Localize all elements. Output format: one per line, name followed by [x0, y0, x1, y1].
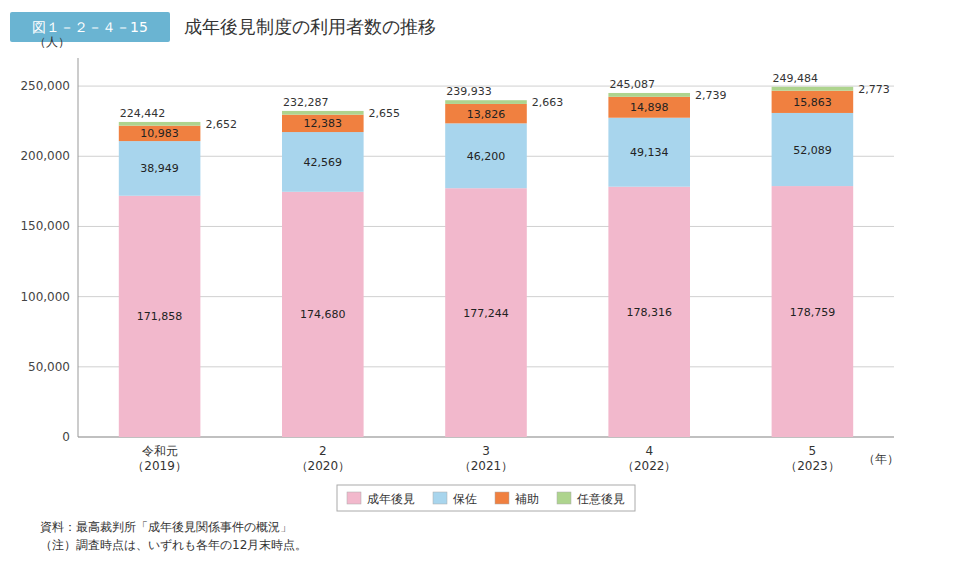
chart: 図１－２－４－15 成年後見制度の利用者数の推移 0 50,000 100,000 150…	[0, 0, 964, 569]
data-label: 14,898	[630, 101, 669, 114]
bar-segment	[772, 91, 854, 113]
legend-label: 保佐	[453, 492, 477, 506]
bar-segment	[608, 118, 690, 187]
legend-label: 任意後見	[576, 492, 625, 506]
bar-segment	[772, 87, 854, 91]
footnote: 資料：最高裁判所「成年後見関係事件の概況」	[40, 520, 292, 534]
total-label: 249,484	[773, 72, 819, 85]
x-axis-label: （年）	[863, 452, 899, 466]
x-tick-label-line: 令和元	[142, 444, 178, 458]
data-label: 13,826	[467, 108, 506, 121]
bar-segment	[608, 97, 690, 118]
x-tick-label-line: （2021）	[459, 459, 514, 473]
y-grid: 0 50,000 100,000 150,000 200,000 250,000	[20, 79, 894, 444]
bar-segment	[282, 132, 364, 192]
footnote: （注）調査時点は、いずれも各年の12月末時点。	[40, 538, 307, 552]
bar-segment	[445, 123, 527, 188]
data-label: 171,858	[137, 310, 183, 323]
legend-swatch	[557, 492, 571, 504]
bar-segment	[772, 186, 854, 437]
bar-segment	[119, 141, 201, 196]
bar-segment	[282, 111, 364, 115]
x-tick-label: 2（2020）	[296, 444, 351, 473]
bar-segment	[608, 93, 690, 97]
total-label: 224,442	[120, 107, 166, 120]
bar-segment	[119, 126, 201, 141]
y-tick-label: 200,000	[20, 149, 70, 163]
figure-number: 図１－２－４－15	[32, 19, 148, 35]
y-tick-label: 100,000	[20, 290, 70, 304]
data-label: 174,680	[300, 308, 346, 321]
legend-frame	[337, 485, 635, 511]
bar-segment	[445, 100, 527, 104]
data-label: 49,134	[630, 146, 669, 159]
bars	[119, 87, 853, 437]
x-tick-label: 4（2022）	[622, 444, 677, 473]
data-label: 2,655	[369, 107, 401, 120]
bar-segment	[119, 196, 201, 437]
data-label: 46,200	[467, 150, 506, 163]
y-tick-label: 250,000	[20, 79, 70, 93]
bar-segment	[772, 113, 854, 186]
x-tick-label: 3（2021）	[459, 444, 514, 473]
x-tick-label-line: 3	[482, 444, 490, 458]
y-tick-label: 0	[62, 430, 70, 444]
x-tick-label-line: （2023）	[785, 459, 840, 473]
data-label: 42,569	[304, 156, 343, 169]
legend-swatch	[347, 492, 361, 504]
y-tick-label: 150,000	[20, 219, 70, 233]
legend-swatch	[433, 492, 447, 504]
bar-segment	[445, 188, 527, 437]
y-axis-label: （人）	[34, 35, 70, 49]
x-tick-label: 令和元（2019）	[132, 444, 187, 473]
total-label: 239,933	[446, 85, 492, 98]
x-tick-label: 5（2023）	[785, 444, 840, 473]
total-label: 245,087	[609, 78, 655, 91]
title: 成年後見制度の利用者数の推移	[184, 16, 436, 37]
x-tick-label-line: 2	[319, 444, 327, 458]
data-label: 10,983	[140, 127, 179, 140]
x-tick-label-line: （2022）	[622, 459, 677, 473]
data-label: 38,949	[140, 162, 179, 175]
data-label: 177,244	[463, 307, 509, 320]
bar-segment	[445, 104, 527, 123]
x-tick-label-line: （2019）	[132, 459, 187, 473]
bar-segment	[119, 122, 201, 126]
data-label: 2,773	[858, 83, 890, 96]
y-axis-line	[78, 58, 79, 437]
legend-label: 成年後見	[367, 492, 415, 506]
data-label: 15,863	[793, 96, 832, 109]
data-label: 2,652	[205, 118, 237, 131]
bar-segment	[282, 192, 364, 437]
data-labels: 171,858 38,949 10,983 2,652 224,442 174,680 42…	[120, 72, 890, 324]
data-label: 178,759	[790, 306, 836, 319]
data-label: 2,663	[532, 96, 564, 109]
legend-label: 補助	[515, 492, 539, 506]
data-label: 178,316	[626, 306, 672, 319]
data-label: 52,089	[793, 144, 832, 157]
data-label: 2,739	[695, 89, 727, 102]
legend: 成年後見 保佐 補助 任意後見	[337, 485, 635, 511]
bar-segment	[282, 115, 364, 132]
x-tick-label-line: （2020）	[296, 459, 351, 473]
data-label: 12,383	[304, 117, 343, 130]
bar-segment	[608, 187, 690, 437]
x-tick-label-line: 5	[809, 444, 817, 458]
legend-swatch	[495, 492, 509, 504]
x-tick-label-line: 4	[645, 444, 653, 458]
total-label: 232,287	[283, 96, 329, 109]
y-tick-label: 50,000	[28, 360, 70, 374]
